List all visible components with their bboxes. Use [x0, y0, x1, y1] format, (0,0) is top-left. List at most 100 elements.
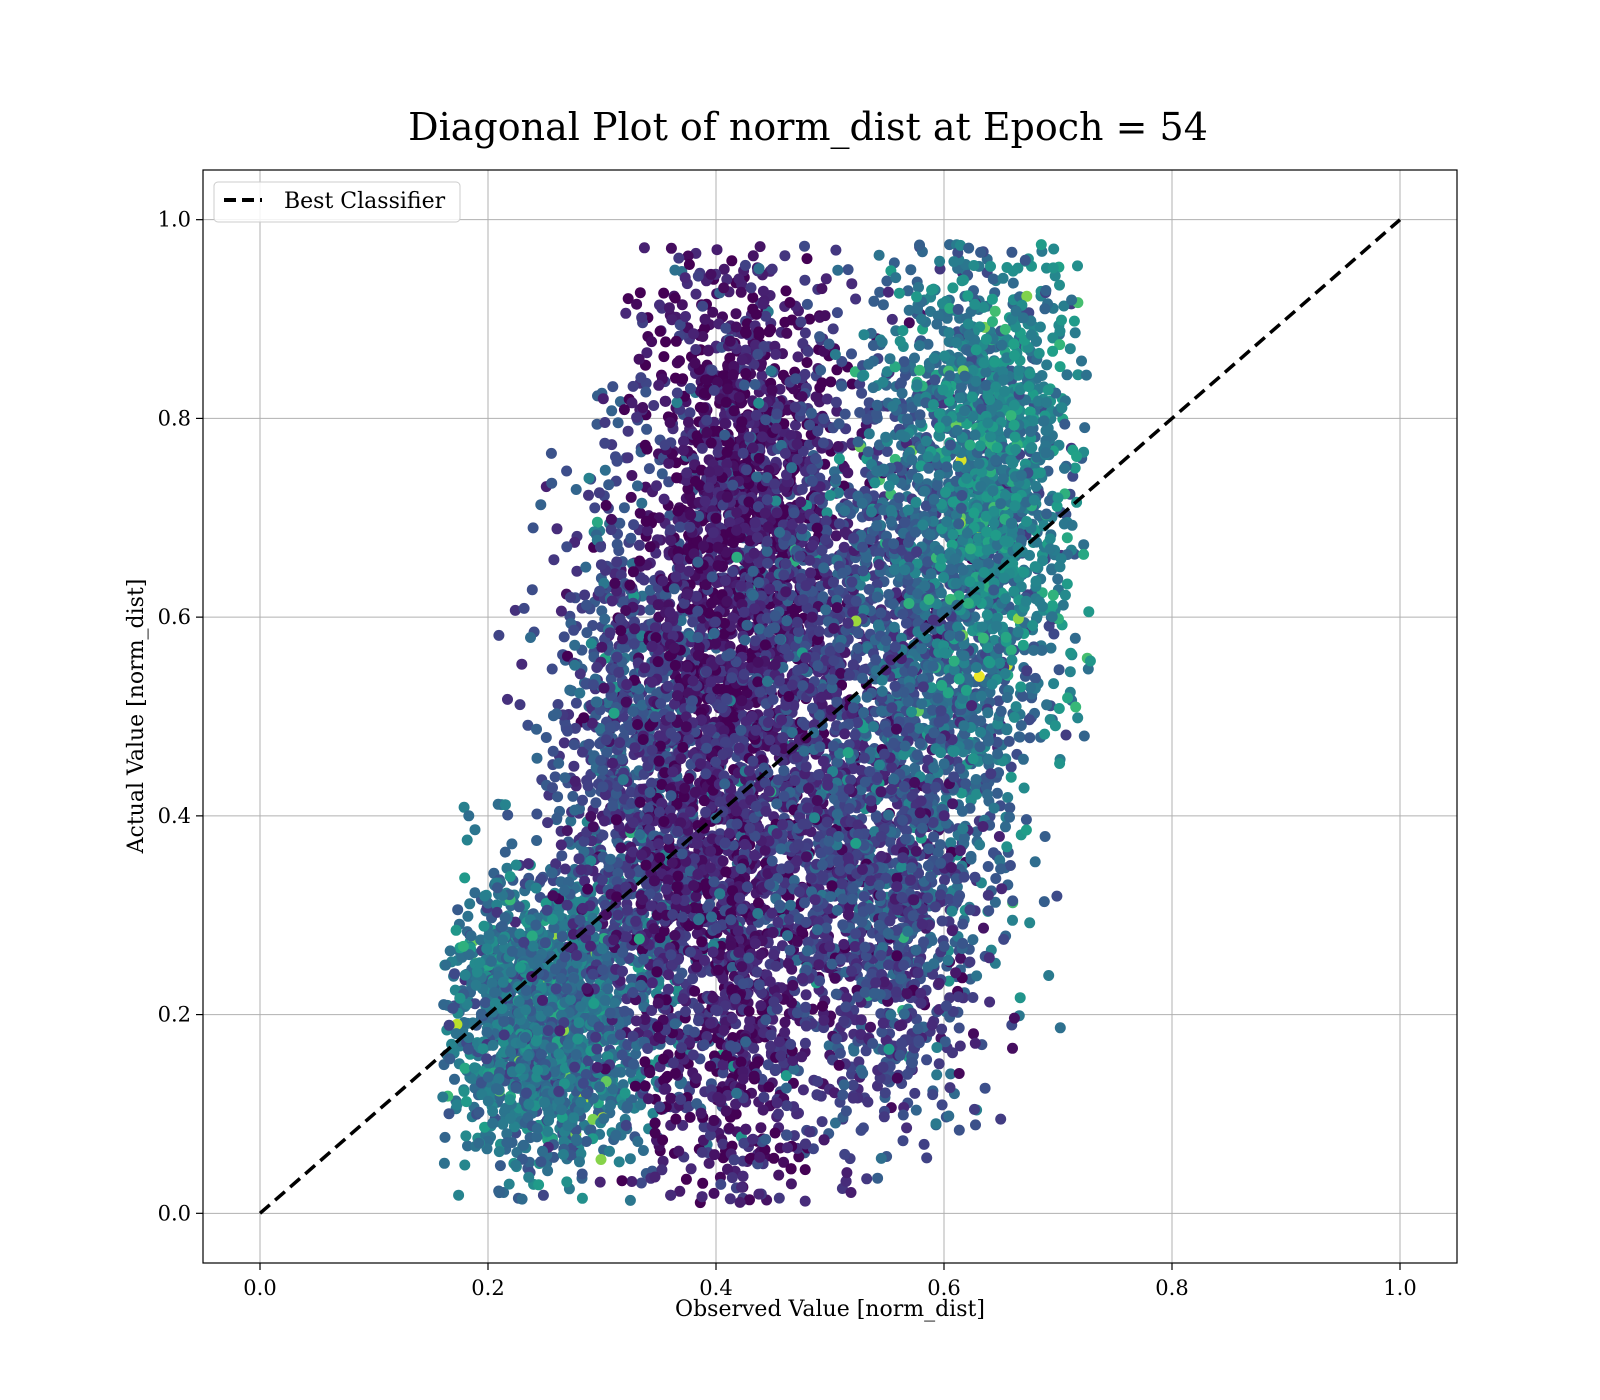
scatter-point	[474, 957, 486, 969]
scatter-point	[738, 379, 750, 391]
scatter-point	[614, 613, 626, 625]
scatter-point	[577, 1077, 589, 1089]
scatter-point	[671, 397, 683, 408]
scatter-point	[547, 782, 558, 794]
scatter-point	[578, 712, 590, 724]
scatter-point	[594, 1176, 606, 1188]
scatter-point	[567, 790, 579, 802]
scatter-point	[726, 255, 738, 267]
scatter-point	[779, 316, 791, 328]
scatter-point	[457, 940, 469, 952]
scatter-point	[531, 1123, 543, 1134]
scatter-point	[577, 794, 588, 806]
scatter-point	[526, 584, 538, 596]
scatter-point	[644, 541, 656, 553]
scatter-point	[665, 535, 677, 546]
scatter-point	[624, 1194, 636, 1206]
scatter-point	[680, 311, 691, 322]
scatter-point	[615, 842, 627, 854]
scatter-point	[708, 384, 720, 396]
scatter-point	[658, 493, 670, 505]
scatter-point	[641, 525, 653, 537]
scatter-point	[581, 599, 592, 611]
scatter-point	[575, 864, 587, 876]
scatter-point	[470, 979, 482, 991]
scatter-point	[580, 1136, 592, 1147]
scatter-point	[561, 541, 573, 553]
scatter-point	[493, 1187, 505, 1199]
scatter-point	[688, 328, 699, 340]
scatter-point	[632, 480, 643, 492]
scatter-point	[542, 1165, 554, 1177]
scatter-point	[757, 285, 769, 297]
scatter-point	[595, 541, 606, 553]
scatter-point	[463, 810, 475, 822]
scatter-point	[514, 961, 526, 973]
scatter-point	[606, 405, 618, 417]
scatter-point	[555, 839, 567, 851]
scatter-point	[568, 760, 580, 772]
scatter-point	[756, 431, 768, 443]
scatter-point	[618, 404, 630, 416]
scatter-point	[501, 1137, 513, 1149]
scatter-point	[683, 416, 694, 428]
scatter-point	[487, 1039, 499, 1051]
scatter-point	[510, 859, 522, 871]
scatter-point	[570, 1049, 582, 1061]
scatter-point	[482, 1071, 494, 1083]
scatter-point	[765, 324, 777, 335]
scatter-point	[591, 516, 603, 528]
scatter-point	[673, 252, 685, 264]
scatter-point	[610, 1129, 622, 1141]
scatter-point	[755, 1122, 767, 1134]
scatter-point	[627, 566, 639, 578]
scatter-point	[606, 595, 618, 607]
scatter-point	[574, 687, 586, 699]
scatter-point	[464, 898, 476, 910]
scatter-point	[568, 739, 580, 751]
scatter-point	[721, 491, 733, 503]
scatter-point	[596, 874, 608, 886]
scatter-point	[766, 384, 778, 396]
scatter-point	[604, 627, 616, 639]
scatter-point	[437, 1091, 449, 1103]
scatter-point	[497, 976, 509, 988]
scatter-point	[489, 987, 501, 998]
scatter-point	[499, 846, 511, 858]
scatter-point	[591, 1043, 603, 1055]
scatter-point	[491, 882, 503, 894]
scatter-point	[546, 477, 558, 489]
scatter-point	[459, 969, 471, 981]
scatter-point	[626, 1176, 638, 1187]
scatter-point	[781, 327, 793, 339]
scatter-point	[575, 1096, 587, 1108]
scatter-point	[820, 273, 832, 285]
scatter-point	[497, 934, 509, 946]
scatter-point	[582, 883, 594, 895]
scatter-point	[605, 1099, 616, 1111]
scatter-point	[537, 994, 548, 1006]
scatter-point	[634, 287, 646, 299]
scatter-point	[740, 327, 752, 339]
scatter-point	[460, 1096, 472, 1108]
scatter-point	[447, 1002, 459, 1014]
scatter-point	[568, 1112, 580, 1124]
scatter-point	[490, 1083, 502, 1095]
scatter-point	[631, 298, 643, 310]
scatter-point	[721, 446, 733, 458]
scatter-point	[546, 663, 558, 675]
scatter-point	[568, 624, 580, 636]
scatter-point	[585, 638, 597, 649]
scatter-point	[671, 472, 683, 484]
scatter-point	[485, 955, 497, 967]
scatter-point	[665, 1092, 677, 1104]
scatter-point	[585, 940, 596, 952]
scatter-point	[589, 502, 601, 514]
scatter-point	[697, 300, 709, 312]
scatter-point	[697, 331, 709, 342]
scatter-point	[625, 532, 637, 544]
scatter-point	[498, 1029, 510, 1041]
scatter-point	[444, 1053, 456, 1065]
scatter-point	[565, 591, 576, 603]
scatter-point	[535, 499, 547, 511]
